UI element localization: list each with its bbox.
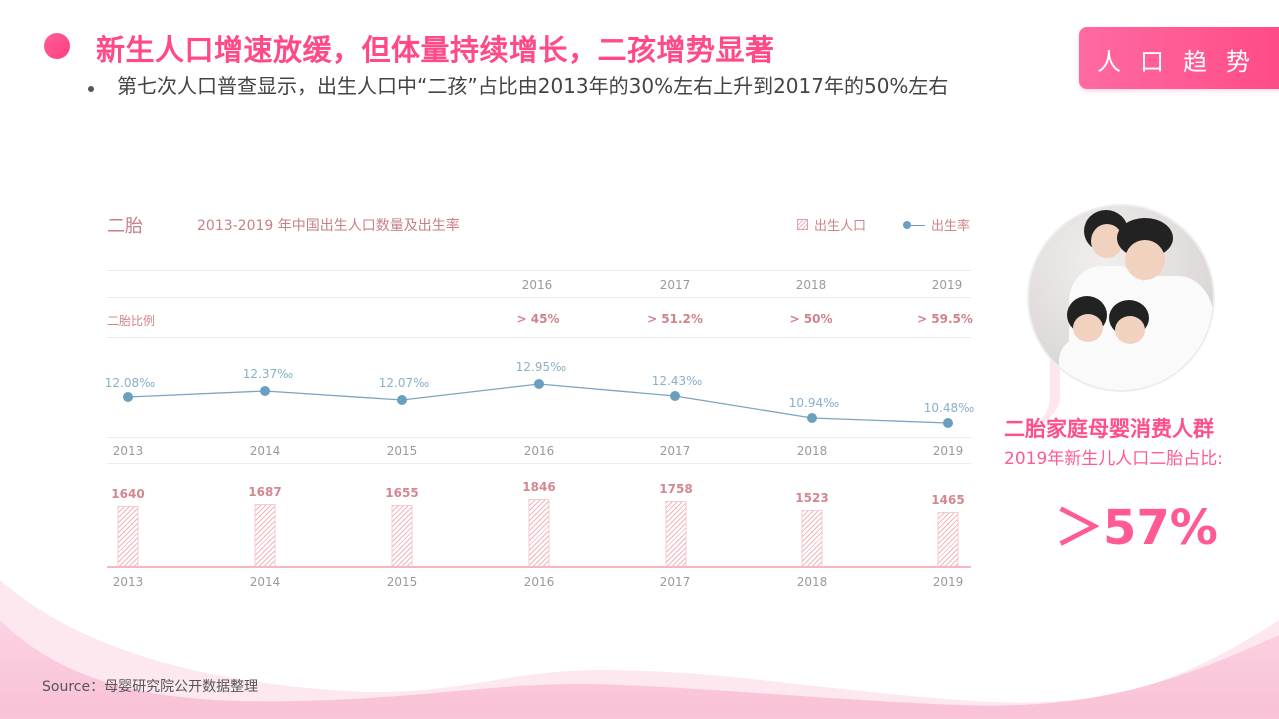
rate-label: 12.37‰ xyxy=(242,367,294,381)
divider xyxy=(107,270,971,271)
bar-2018 xyxy=(801,510,823,566)
legend-item-births: 出生人口 xyxy=(797,215,866,234)
rate-label: 10.94‰ xyxy=(788,396,840,410)
wave-decoration xyxy=(0,580,1279,719)
bar-value: 1640 xyxy=(111,487,145,501)
ratio-year: 2017 xyxy=(659,278,691,292)
bar-value: 1687 xyxy=(248,485,282,499)
year-label: 2015 xyxy=(386,444,418,458)
decorative-swoosh xyxy=(1030,355,1060,425)
divider xyxy=(107,337,971,338)
title-bullet-icon xyxy=(44,33,70,59)
legend-label: 出生人口 xyxy=(814,219,867,234)
bar-value: 1465 xyxy=(931,493,965,507)
year-label: 2017 xyxy=(659,444,691,458)
bar-2015 xyxy=(391,505,413,566)
year-label: 2018 xyxy=(796,444,828,458)
ratio-value: > 45% xyxy=(516,312,560,326)
divider xyxy=(107,437,971,438)
ratio-value: > 51.2% xyxy=(647,312,703,326)
ratio-label: 二胎比例 xyxy=(107,314,156,328)
legend-label: 出生率 xyxy=(931,219,971,234)
year-label: 2013 xyxy=(112,575,144,589)
ratio-year: 2019 xyxy=(931,278,963,292)
year-label: 2013 xyxy=(112,444,144,458)
rate-label: 12.95‰ xyxy=(515,360,567,374)
divider xyxy=(107,463,971,464)
bar-value: 1846 xyxy=(522,480,556,494)
divider xyxy=(107,297,971,298)
year-label: 2016 xyxy=(523,444,555,458)
hatch-swatch-icon xyxy=(797,219,808,230)
ratio-year: 2018 xyxy=(795,278,827,292)
legend-item-rate: 出生率 xyxy=(903,215,970,234)
ratio-value: > 59.5% xyxy=(917,312,973,326)
year-label: 2018 xyxy=(796,575,828,589)
year-label: 2014 xyxy=(249,575,281,589)
year-label: 2017 xyxy=(659,575,691,589)
bar-2014 xyxy=(254,504,276,566)
chart-head: 二胎 xyxy=(107,216,143,237)
photo-figure xyxy=(1073,314,1103,342)
rate-label: 12.07‰ xyxy=(378,376,430,390)
source-note: Source：母婴研究院公开数据整理 xyxy=(42,679,259,695)
bar-baseline xyxy=(107,566,971,568)
photo-figure xyxy=(1109,341,1179,390)
side-subtitle: 2019年新生儿人口二胎占比: xyxy=(1004,449,1223,469)
ratio-value: > 50% xyxy=(789,312,833,326)
year-label: 2019 xyxy=(932,575,964,589)
bullet-text: 第七次人口普查显示，出生人口中“二孩”占比由2013年的30%左右上升到2017… xyxy=(117,74,949,98)
rate-label: 12.08‰ xyxy=(104,376,156,390)
family-photo xyxy=(1027,204,1215,392)
section-tag: 人口趋势 xyxy=(1079,27,1279,89)
rate-label: 10.48‰ xyxy=(923,401,975,415)
rate-label: 12.43‰ xyxy=(651,374,703,388)
ratio-year: 2016 xyxy=(521,278,553,292)
year-label: 2019 xyxy=(932,444,964,458)
photo-figure xyxy=(1125,240,1165,280)
bar-2019 xyxy=(937,512,959,566)
side-title: 二胎家庭母婴消费人群 xyxy=(1004,417,1214,441)
photo-figure xyxy=(1115,316,1145,344)
bar-value: 1655 xyxy=(385,486,419,500)
year-label: 2015 xyxy=(386,575,418,589)
bar-2016 xyxy=(528,499,550,566)
bar-2017 xyxy=(665,501,687,566)
line-marker-icon xyxy=(903,220,925,230)
bar-value: 1758 xyxy=(659,482,693,496)
year-label: 2016 xyxy=(523,575,555,589)
chart-title: 2013-2019 年中国出生人口数量及出生率 xyxy=(197,218,460,234)
page-title: 新生人口增速放缓，但体量持续增长，二孩增势显著 xyxy=(96,33,775,67)
section-tag-label: 人口趋势 xyxy=(1097,48,1269,76)
side-big-value: ＞57% xyxy=(1055,500,1218,556)
bar-value: 1523 xyxy=(795,491,829,505)
bullet-icon xyxy=(88,86,94,92)
year-label: 2014 xyxy=(249,444,281,458)
bar-2013 xyxy=(117,506,139,566)
